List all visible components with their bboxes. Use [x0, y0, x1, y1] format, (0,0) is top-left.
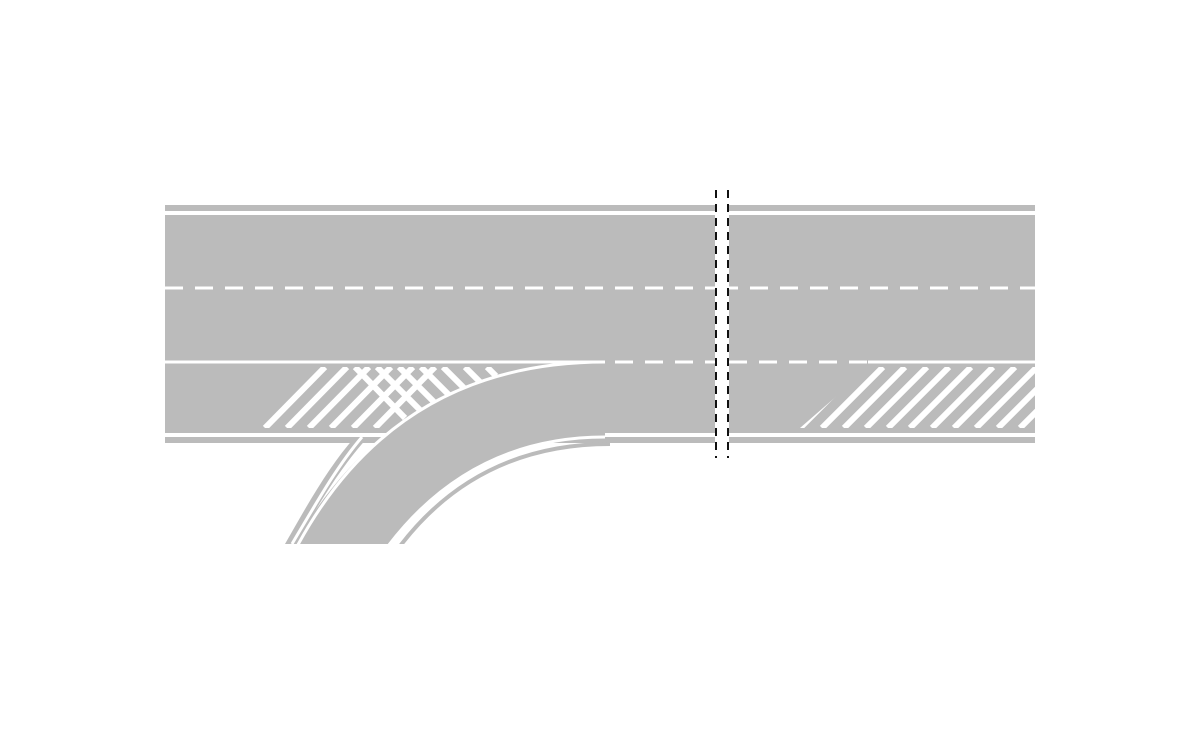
- chevron-gore-area: [262, 367, 499, 428]
- mainline-roadway-right: [729, 205, 1035, 443]
- right-road-segment: [729, 205, 1035, 443]
- top-edge-line: [165, 211, 715, 215]
- exit-ramp-edge: [285, 436, 368, 545]
- exit-ramp: [294, 360, 611, 544]
- break-line-symbol: [715, 190, 729, 460]
